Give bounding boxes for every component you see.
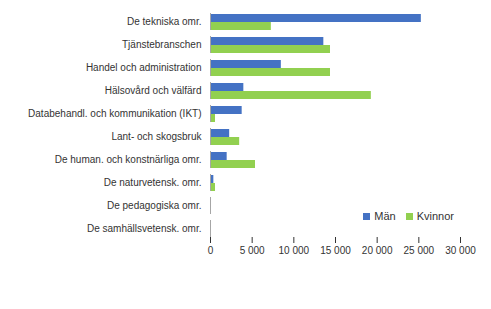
svg-text:0: 0 <box>208 245 214 256</box>
svg-text:Databehandl. och kommunikation: Databehandl. och kommunikation (IKT) <box>28 108 201 119</box>
svg-text:30 000: 30 000 <box>445 245 476 256</box>
svg-text:15 000: 15 000 <box>320 245 351 256</box>
svg-text:Hälsovård och välfärd: Hälsovård och välfärd <box>105 85 202 96</box>
svg-text:Handel och administration: Handel och administration <box>86 62 202 73</box>
svg-text:Lant- och skogsbruk: Lant- och skogsbruk <box>111 131 202 142</box>
svg-text:25 000: 25 000 <box>404 245 435 256</box>
html-text:Män: Män <box>374 210 396 222</box>
svg-text:10 000: 10 000 <box>279 245 310 256</box>
svg-text:De human. och konstnärliga omr: De human. och konstnärliga omr. <box>55 154 202 165</box>
html-text:Kvinnor: Kvinnor <box>416 210 454 222</box>
svg-text:20 000: 20 000 <box>362 245 393 256</box>
svg-text:Tjänstebranschen: Tjänstebranschen <box>122 39 202 50</box>
svg-text:De tekniska omr.: De tekniska omr. <box>127 16 201 27</box>
svg-text:De samhällsvetensk. omr.: De samhällsvetensk. omr. <box>87 223 202 234</box>
svg-text:De naturvetensk. omr.: De naturvetensk. omr. <box>104 177 202 188</box>
svg-text:5 000: 5 000 <box>240 245 265 256</box>
svg-text:De pedagogiska omr.: De pedagogiska omr. <box>107 200 202 211</box>
